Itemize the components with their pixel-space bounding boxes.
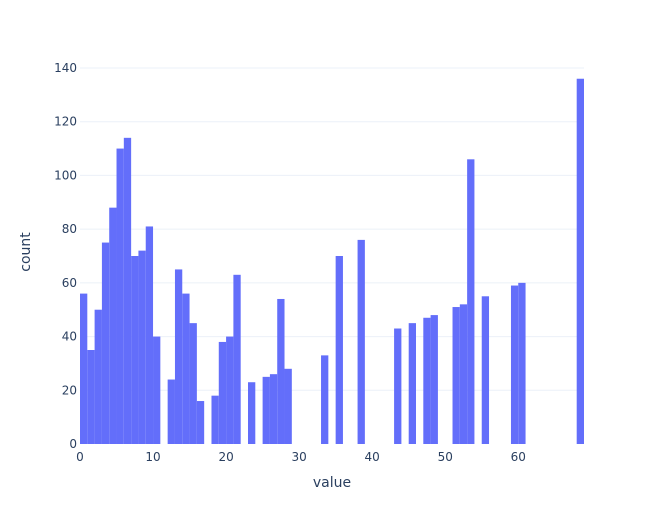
x-tick-label: 50	[438, 450, 453, 464]
histogram-bar[interactable]	[196, 401, 205, 444]
histogram-bar[interactable]	[357, 239, 365, 444]
x-tick-label: 40	[365, 450, 380, 464]
histogram-bar[interactable]	[211, 395, 219, 444]
histogram-bar[interactable]	[321, 355, 329, 444]
y-tick-label: 20	[62, 383, 77, 397]
x-tick-label: 0	[76, 450, 84, 464]
y-tick-label: 100	[54, 168, 77, 182]
histogram-bar[interactable]	[277, 298, 285, 444]
histogram-bar[interactable]	[116, 148, 124, 444]
histogram-bar[interactable]	[145, 226, 154, 444]
histogram-bar[interactable]	[284, 368, 292, 444]
histogram-bar[interactable]	[394, 328, 402, 444]
y-tick-label: 140	[54, 61, 77, 75]
histogram-bar[interactable]	[423, 317, 431, 444]
gridlines	[80, 67, 584, 391]
histogram-bar[interactable]	[109, 207, 117, 444]
x-tick-label: 60	[511, 450, 526, 464]
histogram-bar[interactable]	[123, 137, 132, 444]
y-tick-label: 40	[62, 330, 77, 344]
histogram-bar[interactable]	[226, 336, 234, 444]
y-tick-label: 60	[62, 276, 77, 290]
histogram-bar[interactable]	[335, 256, 343, 444]
histogram-bar[interactable]	[182, 293, 190, 444]
histogram-bar[interactable]	[518, 282, 526, 444]
x-tick-label: 10	[145, 450, 160, 464]
x-axis-title: value	[313, 475, 351, 491]
histogram-bar[interactable]	[167, 379, 175, 444]
histogram-bar[interactable]	[430, 315, 438, 444]
x-tick-label: 20	[218, 450, 233, 464]
histogram-bar[interactable]	[481, 296, 490, 444]
y-tick-label: 80	[62, 222, 77, 236]
histogram-bar[interactable]	[467, 159, 475, 444]
histogram-bar[interactable]	[94, 309, 102, 444]
bars	[80, 78, 584, 445]
histogram-bar[interactable]	[189, 323, 197, 444]
histogram-bar[interactable]	[452, 307, 460, 444]
histogram-bar[interactable]	[138, 250, 146, 444]
histogram-bar[interactable]	[408, 323, 416, 444]
y-tick-label: 0	[69, 437, 77, 451]
histogram-bar[interactable]	[174, 269, 183, 444]
histogram-bar[interactable]	[576, 78, 584, 445]
histogram-bar[interactable]	[131, 256, 139, 444]
histogram-bar[interactable]	[262, 376, 270, 444]
histogram-bar[interactable]	[87, 350, 95, 444]
x-tick-label: 30	[291, 450, 306, 464]
y-axis-title: count	[18, 232, 34, 272]
histogram-bar[interactable]	[233, 274, 241, 444]
y-tick-label: 120	[54, 115, 77, 129]
histogram-bar[interactable]	[153, 336, 161, 444]
histogram-bar[interactable]	[80, 293, 88, 444]
histogram-bar[interactable]	[101, 242, 110, 444]
histogram-bar[interactable]	[248, 382, 256, 444]
histogram-bar[interactable]	[510, 285, 519, 444]
y-axis-ticks: 0 20 40 60 80 100 120 140	[54, 61, 77, 451]
x-axis-ticks: 0 10 20 30 40 50 60	[76, 450, 526, 464]
histogram-bar[interactable]	[269, 374, 278, 444]
histogram-bar[interactable]	[218, 341, 227, 444]
histogram-bar[interactable]	[459, 304, 468, 444]
